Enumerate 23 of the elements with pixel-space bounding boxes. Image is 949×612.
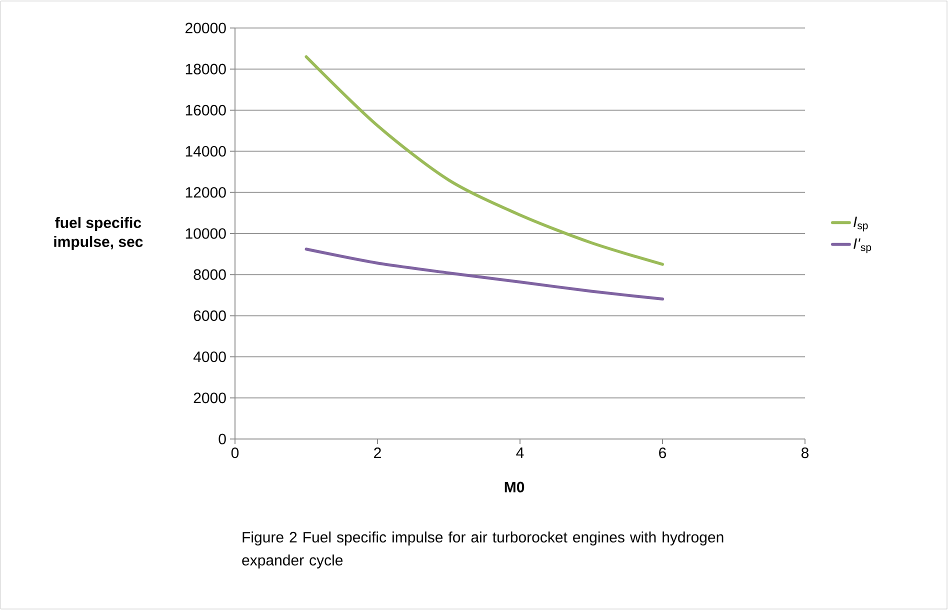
y-tick-label: 4000 xyxy=(193,351,226,362)
y-tick-label: 18000 xyxy=(186,64,226,74)
y-tick-label: 16000 xyxy=(186,104,226,116)
y-axis-title: fuel specific impulse, sec xyxy=(54,217,143,250)
legend-label: I$_{sp}$ xyxy=(854,216,868,232)
y-tick-label: 14000 xyxy=(186,146,226,157)
y-tick-label: 2000 xyxy=(194,392,226,404)
x-tick-label: 0 xyxy=(231,448,239,458)
y-tick-label: 10000 xyxy=(186,228,226,239)
x-tick-label: 2 xyxy=(374,448,381,458)
y-tick-label: 12000 xyxy=(186,187,226,198)
y-tick-label: 0 xyxy=(218,434,226,444)
x-tick-label: 6 xyxy=(659,448,666,458)
line-series xyxy=(304,55,664,266)
caption: Figure 2 Fuel specific impulse for air turborocket engines with hydrogen expander cycle xyxy=(242,532,724,568)
y-tick-label: 8000 xyxy=(194,269,226,280)
y-tick-label: 20000 xyxy=(186,22,226,34)
y-tick-label: 6000 xyxy=(194,310,226,322)
x-tick-label: 4 xyxy=(516,448,524,458)
line-series xyxy=(304,248,664,301)
legend-label: I'$_{sp}$ xyxy=(854,238,872,254)
x-axis-title: M0 xyxy=(504,482,524,492)
x-tick-label: 8 xyxy=(801,448,809,458)
